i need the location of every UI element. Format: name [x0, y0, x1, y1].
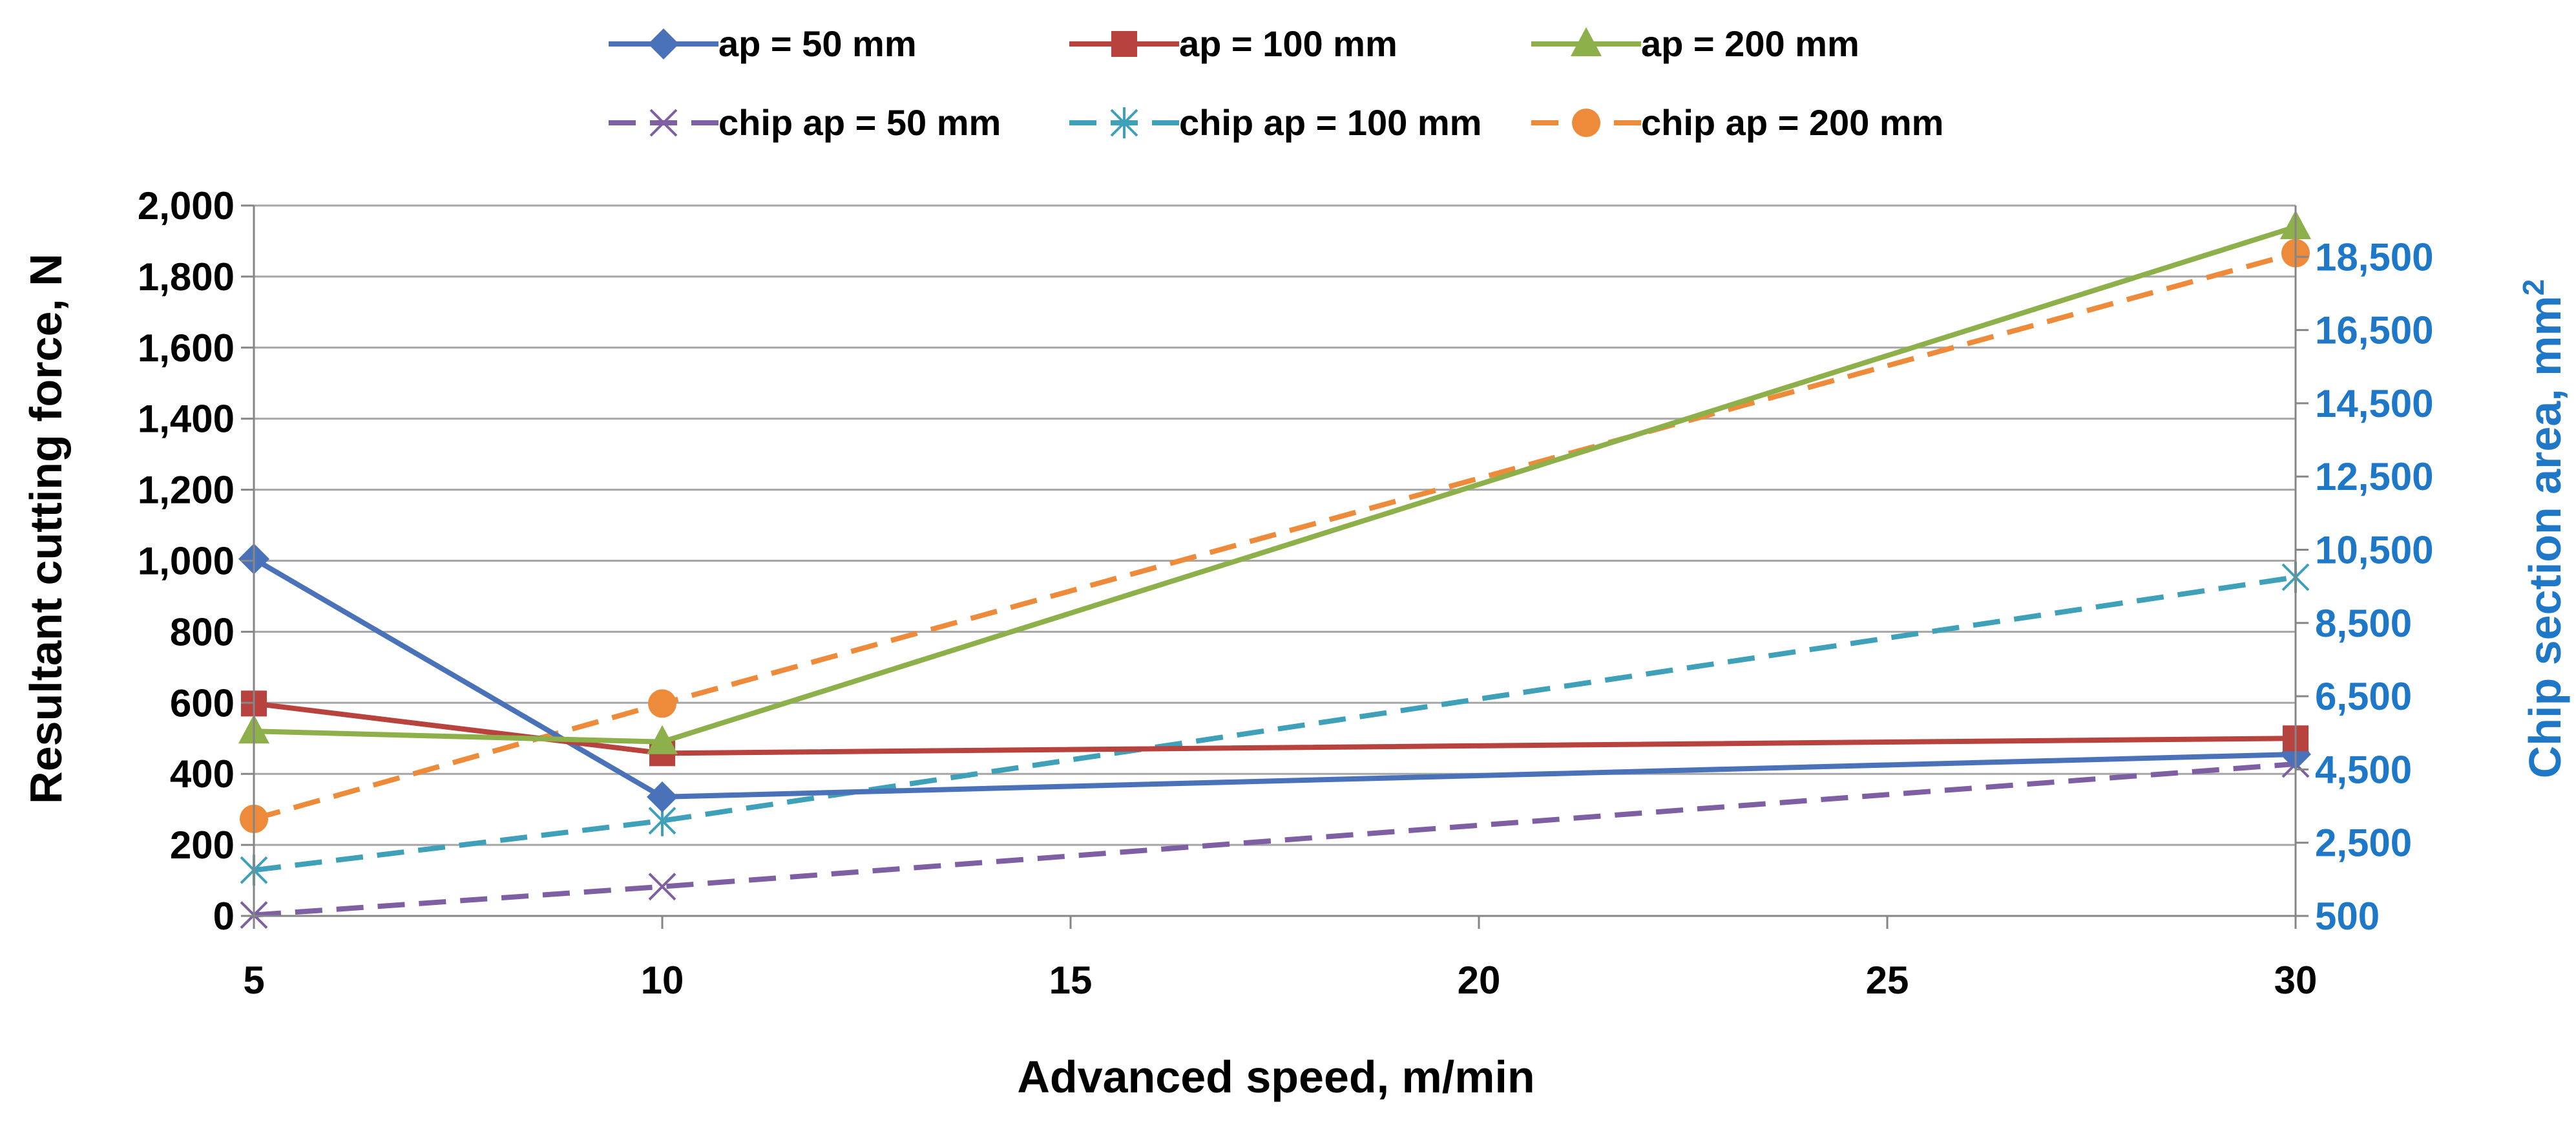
y2-tick-label: 16,500 — [2315, 309, 2434, 352]
x-tick-label: 10 — [641, 959, 684, 1002]
y2-tick-label: 2,500 — [2315, 822, 2412, 865]
series-line — [253, 250, 2297, 822]
axis-layer: 0 200 400 600 800 1,000 1,200 1,400 1,600 1,800 2,… — [138, 184, 2434, 1002]
y2-tick-label: 500 — [2315, 895, 2380, 938]
data-point-marker-stroke — [648, 873, 676, 901]
series-chip-ap-50-mm — [240, 750, 2310, 929]
legend-entry-ap-100-mm: ap = 100 mm — [1069, 23, 1398, 64]
x-tick-label: 25 — [1866, 959, 1909, 1002]
legend-label: chip ap = 50 mm — [718, 102, 1001, 143]
legend-label: ap = 200 mm — [1641, 23, 1859, 64]
y-tick-label: 2,000 — [138, 184, 235, 228]
y2-tick-label: 12,500 — [2315, 455, 2434, 498]
grid-layer — [254, 204, 2296, 917]
legend-entry-ap-50-mm: ap = 50 mm — [609, 23, 917, 64]
data-point-marker — [647, 725, 678, 754]
legend-swatch-marker — [1572, 109, 1600, 137]
series-layer — [238, 209, 2311, 929]
y2-axis-title-superscript: 2 — [2517, 279, 2550, 296]
legend-entry-chip-ap-50-mm: chip ap = 50 mm — [609, 102, 1001, 143]
y2-axis-title-text: Chip section area, mm — [2520, 295, 2570, 778]
x-tick-label: 20 — [1458, 959, 1501, 1002]
y-tick-label: 1,200 — [138, 469, 235, 512]
x-axis-title: Advanced speed, m/min — [1017, 1052, 1534, 1102]
series-line — [252, 557, 2296, 800]
legend-layer: ap = 50 mm ap = 100 mm ap = 200 mm chip ap … — [609, 23, 1943, 143]
legend-swatch-marker-stroke — [649, 109, 678, 137]
legend-swatch-marker — [1110, 107, 1138, 138]
legend-swatch-marker — [649, 109, 678, 137]
legend-swatch-marker — [648, 28, 679, 59]
series-line — [253, 761, 2296, 918]
x-tick-label: 15 — [1049, 959, 1093, 1002]
series-line — [253, 224, 2297, 745]
y-tick-label: 200 — [170, 823, 235, 867]
y-tick-label: 0 — [213, 895, 235, 938]
x-tick-label: 30 — [2274, 959, 2318, 1002]
y-axis-title: Resultant cutting force, N — [21, 253, 71, 804]
y-tick-label: 1,800 — [138, 255, 235, 299]
legend-entry-chip-ap-100-mm: chip ap = 100 mm — [1069, 102, 1482, 143]
y-tick-label: 600 — [170, 681, 235, 725]
y2-tick-label: 10,500 — [2315, 529, 2434, 572]
data-point-marker — [648, 873, 676, 901]
y2-tick-label: 4,500 — [2315, 748, 2412, 791]
legend-label: ap = 100 mm — [1179, 23, 1398, 64]
y2-tick-label: 14,500 — [2315, 382, 2434, 425]
series-ap-200-mm — [238, 209, 2311, 754]
legend-swatch-marker — [1111, 31, 1137, 57]
legend-swatch-marker — [1571, 27, 1602, 56]
x-tick-label: 5 — [243, 959, 264, 1002]
y-tick-label: 1,400 — [138, 398, 235, 441]
series-chip-ap-100-mm — [240, 561, 2310, 886]
y2-tick-label: 6,500 — [2315, 675, 2412, 718]
legend-label: chip ap = 200 mm — [1641, 102, 1943, 143]
data-point-marker — [648, 689, 676, 718]
svg-text:Chip section area, mm2: Chip section area, mm2 — [2517, 279, 2570, 779]
y2-tick-label: 18,500 — [2315, 235, 2434, 279]
y-tick-label: 800 — [170, 610, 235, 653]
y2-tick-label: 8,500 — [2315, 602, 2412, 645]
y-tick-label: 1,600 — [138, 326, 235, 370]
legend-entry-ap-200-mm: ap = 200 mm — [1531, 23, 1859, 64]
series-ap-50-mm — [238, 543, 2311, 813]
series-line — [253, 701, 2296, 756]
y-tick-label: 400 — [170, 752, 235, 796]
legend-label: ap = 50 mm — [718, 23, 917, 64]
data-point-marker — [647, 781, 678, 813]
y-tick-label: 1,000 — [138, 540, 235, 583]
y2-axis-title: Chip section area, mm2 — [2517, 279, 2570, 779]
legend-entry-chip-ap-200-mm: chip ap = 200 mm — [1531, 102, 1943, 143]
series-chip-ap-200-mm — [240, 239, 2310, 833]
legend-label: chip ap = 100 mm — [1179, 102, 1482, 143]
series-line — [253, 575, 2296, 873]
